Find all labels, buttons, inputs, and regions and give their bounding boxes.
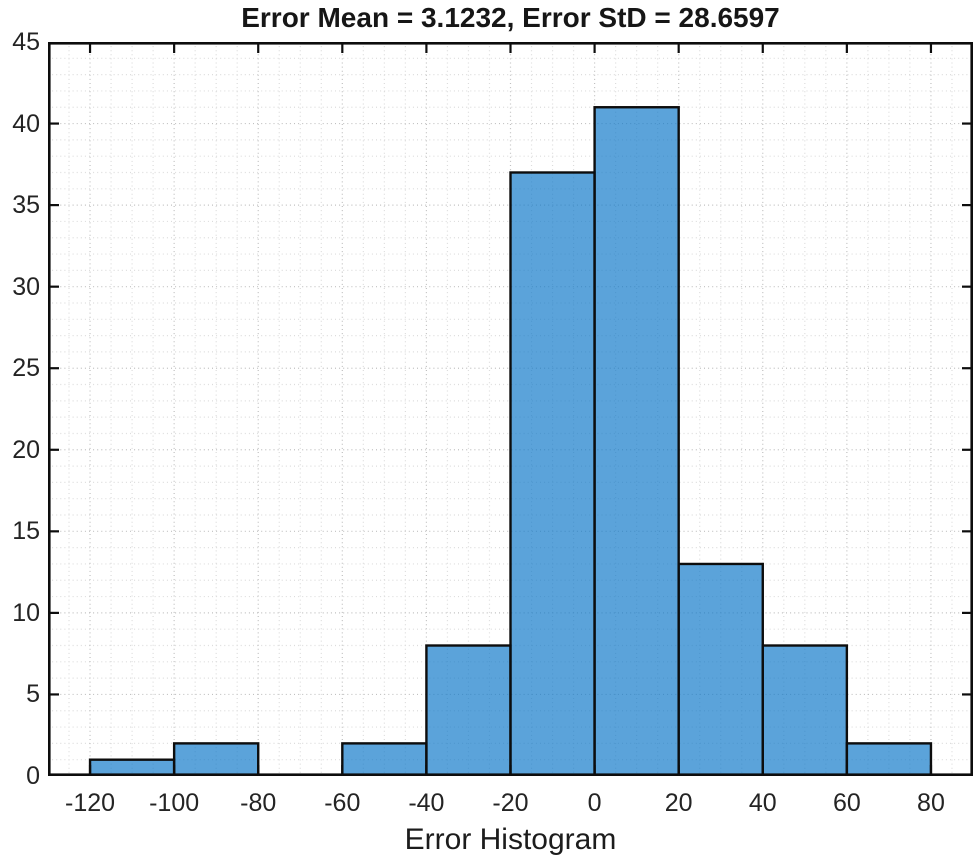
axis-tick-marks: [48, 42, 973, 776]
x-tick-label: 40: [748, 789, 777, 817]
plot-area: [48, 42, 973, 776]
x-tick-label: -20: [492, 789, 529, 817]
y-tick-label: 15: [12, 517, 40, 546]
x-tick-label: -40: [408, 789, 445, 817]
y-tick-label: 35: [12, 191, 40, 220]
histogram-bar: [761, 644, 849, 776]
histogram-bar: [593, 106, 680, 776]
y-tick-label: 25: [12, 354, 40, 383]
x-tick-label: 80: [917, 789, 945, 817]
y-tick-label: 0: [26, 762, 40, 790]
y-tick-label: 5: [26, 680, 40, 709]
y-tick-label: 30: [12, 272, 40, 301]
chart-title: Error Mean = 3.1232, Error StD = 28.6597: [241, 2, 780, 33]
y-tick-label: 40: [12, 109, 40, 138]
histogram-bar: [677, 562, 764, 776]
histogram-bar: [425, 644, 512, 776]
y-tick-label: 20: [12, 435, 40, 464]
x-axis-tick-labels: -120 -100 -80 -60 -40 -20 0 20 40 60 80: [48, 788, 973, 822]
x-tick-label: -80: [240, 789, 277, 817]
y-tick-label: 10: [12, 598, 40, 627]
x-tick-label: 20: [664, 789, 693, 817]
histogram-bar: [341, 742, 428, 776]
y-tick-label: 45: [12, 28, 40, 56]
histogram-bar: [172, 742, 260, 776]
x-tick-label: -100: [149, 789, 200, 817]
x-tick-label: 0: [587, 789, 602, 817]
x-tick-label: -60: [324, 789, 361, 817]
x-tick-label: -120: [65, 789, 116, 817]
y-axis-tick-labels: 0 5 10 15 20 25 30 35 40 45: [0, 28, 40, 790]
histogram-bars: [88, 106, 933, 776]
histogram-bar: [845, 742, 933, 776]
histogram-bar: [509, 171, 596, 776]
x-axis-label: Error Histogram: [404, 823, 617, 856]
histogram-plot: [48, 42, 973, 776]
x-tick-label: 60: [832, 789, 861, 817]
